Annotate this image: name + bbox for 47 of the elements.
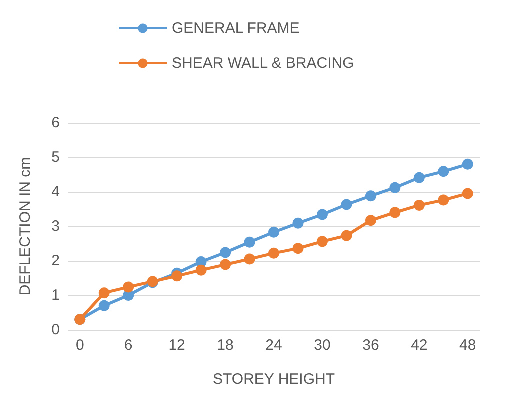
point [414, 200, 425, 211]
point [462, 158, 474, 170]
y-tick-label: 4 [52, 184, 60, 200]
x-tick-label: 36 [362, 337, 380, 354]
point [365, 215, 376, 226]
point [365, 190, 376, 202]
x-axis-title: STOREY HEIGHT [213, 371, 335, 388]
y-tick-label: 2 [52, 252, 60, 270]
y-tick-label: 5 [52, 149, 60, 166]
legend-label: SHEAR WALL & BRACING [172, 55, 354, 72]
point [268, 248, 280, 259]
x-tick-label: 48 [460, 337, 476, 354]
point [438, 194, 450, 206]
point [316, 209, 328, 220]
x-tick-label: 0 [76, 337, 84, 354]
point [196, 264, 207, 276]
x-tick-label: 30 [314, 337, 331, 354]
legend-label: GENERAL FRAME [172, 20, 300, 37]
x-tick-label: 6 [124, 337, 133, 354]
point [220, 259, 232, 270]
x-tick-label: 42 [411, 337, 428, 354]
point [172, 270, 183, 282]
point [292, 243, 304, 254]
x-tick-label: 12 [168, 337, 186, 354]
point [414, 172, 425, 184]
point [123, 282, 134, 293]
point [268, 226, 280, 238]
point [98, 300, 110, 312]
y-axis-title: DEFLECTION IN cm [17, 157, 34, 296]
x-tick-label: 24 [266, 337, 282, 354]
point [244, 254, 256, 265]
point [220, 247, 232, 258]
point [98, 288, 110, 299]
point [438, 166, 450, 178]
point [390, 182, 401, 194]
point [462, 188, 474, 200]
y-tick-label: 6 [52, 114, 60, 132]
point [390, 207, 401, 218]
point [341, 199, 352, 210]
y-tick-label: 3 [52, 218, 60, 235]
point [244, 236, 256, 248]
point [341, 230, 352, 242]
point [316, 236, 328, 248]
x-tick-label: 18 [217, 337, 234, 354]
point [292, 218, 304, 229]
y-tick-label: 0 [52, 322, 60, 338]
y-tick-label: 1 [52, 287, 60, 304]
